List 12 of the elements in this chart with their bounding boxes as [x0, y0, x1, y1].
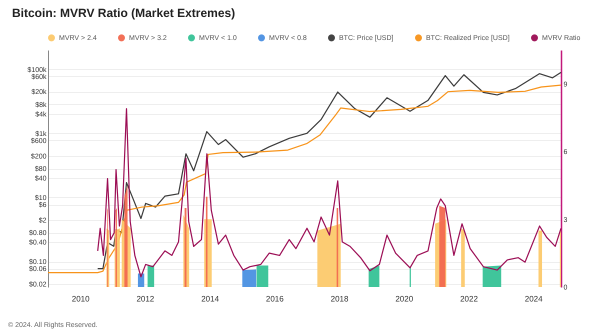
line-series — [97, 72, 562, 270]
x-tick-label: 2012 — [136, 294, 155, 304]
x-tick-label: 2018 — [330, 294, 350, 304]
x-tick-label: 2024 — [524, 294, 544, 304]
x-tick-label: 2010 — [72, 294, 90, 304]
line-series — [97, 108, 562, 278]
x-tick-label: 2016 — [266, 294, 284, 304]
x-tick-label: 2022 — [460, 294, 478, 304]
line-series — [47, 84, 562, 274]
x-tick-label: 2020 — [395, 294, 414, 304]
x-tick-label: 2014 — [201, 294, 220, 304]
chart-title: Bitcoin: MVRV Ratio (Market Extremes) — [12, 6, 236, 20]
